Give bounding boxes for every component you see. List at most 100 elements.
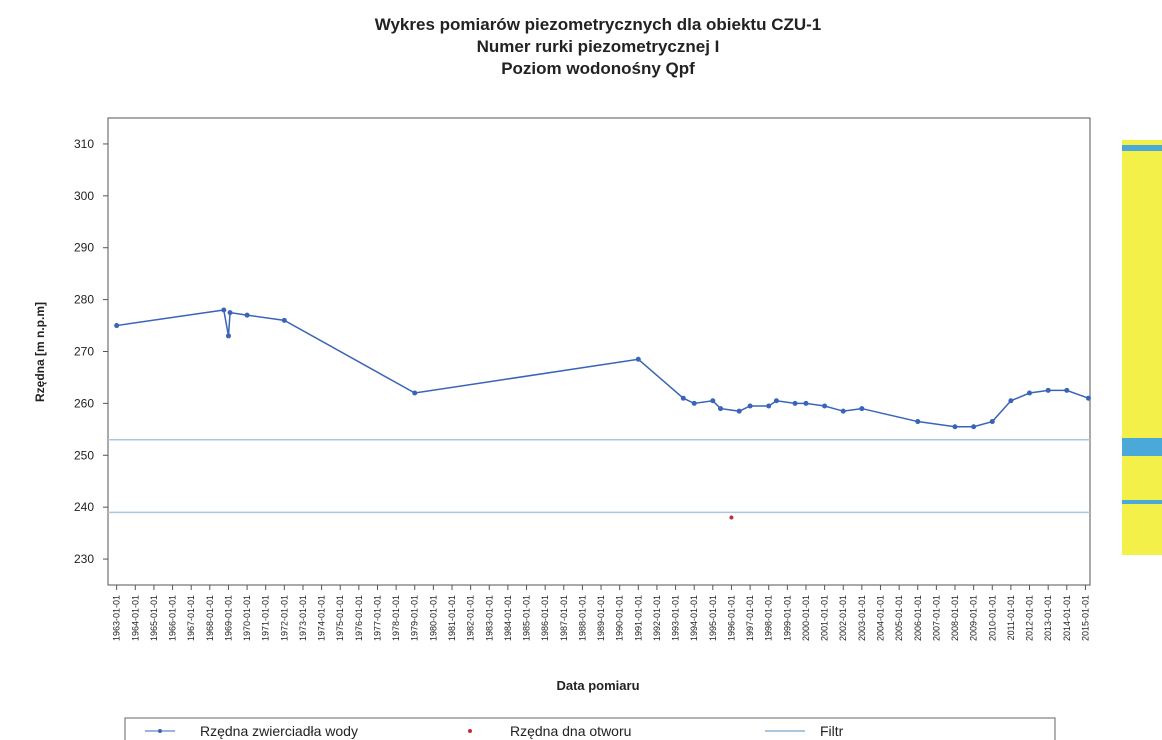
data-point (228, 310, 233, 315)
x-tick-label: 1980-01-01 (428, 595, 438, 641)
data-point (990, 419, 995, 424)
data-point (282, 318, 287, 323)
data-point (774, 398, 779, 403)
x-tick-label: 2015-01-01 (1080, 595, 1090, 641)
data-line (117, 310, 1089, 427)
x-tick-label: 2010-01-01 (987, 595, 997, 641)
x-tick-label: 1967-01-01 (186, 595, 196, 641)
x-tick-label: 1981-01-01 (447, 595, 457, 641)
plot-frame (108, 118, 1090, 585)
data-point (793, 401, 798, 406)
y-axis-label: Rzędna [m n.p.m] (33, 302, 47, 402)
x-tick-label: 1997-01-01 (745, 595, 755, 641)
x-tick-label: 2000-01-01 (801, 595, 811, 641)
x-tick-label: 1966-01-01 (168, 595, 178, 641)
x-tick-label: 1986-01-01 (540, 595, 550, 641)
data-point (859, 406, 864, 411)
data-point (114, 323, 119, 328)
data-point (412, 391, 417, 396)
x-tick-label: 2012-01-01 (1025, 595, 1035, 641)
data-point (952, 424, 957, 429)
y-tick-label: 260 (74, 396, 94, 410)
x-tick-label: 1994-01-01 (689, 595, 699, 641)
x-tick-label: 2007-01-01 (931, 595, 941, 641)
geology-layer (1122, 438, 1162, 456)
legend-label: Filtr (820, 723, 844, 739)
x-tick-label: 1995-01-01 (708, 595, 718, 641)
x-tick-label: 1973-01-01 (298, 595, 308, 641)
data-point (636, 357, 641, 362)
x-tick-label: 1984-01-01 (503, 595, 513, 641)
data-point (841, 409, 846, 414)
legend-label: Rzędna zwierciadła wody (200, 723, 358, 739)
data-point (803, 401, 808, 406)
x-tick-label: 1969-01-01 (223, 595, 233, 641)
data-point (766, 403, 771, 408)
chart-title: Numer rurki piezometrycznej I (477, 37, 720, 56)
x-tick-label: 1988-01-01 (577, 595, 587, 641)
x-tick-label: 2013-01-01 (1043, 595, 1053, 641)
data-point (692, 401, 697, 406)
x-tick-label: 1974-01-01 (317, 595, 327, 641)
x-tick-label: 1968-01-01 (205, 595, 215, 641)
y-tick-label: 310 (74, 137, 94, 151)
y-tick-label: 250 (74, 448, 94, 462)
y-tick-label: 270 (74, 345, 94, 359)
x-tick-label: 1987-01-01 (559, 595, 569, 641)
data-point (1008, 398, 1013, 403)
geology-layer (1122, 145, 1162, 151)
x-axis-label: Data pomiaru (556, 678, 639, 693)
x-tick-label: 1976-01-01 (354, 595, 364, 641)
x-tick-label: 2001-01-01 (820, 595, 830, 641)
x-tick-label: 1990-01-01 (615, 595, 625, 641)
x-tick-label: 2011-01-01 (1006, 595, 1016, 640)
x-tick-label: 1996-01-01 (726, 595, 736, 641)
x-tick-label: 1979-01-01 (410, 595, 420, 641)
data-point (226, 333, 231, 338)
y-tick-label: 280 (74, 293, 94, 307)
data-point (748, 403, 753, 408)
data-point (221, 307, 226, 312)
y-tick-label: 230 (74, 552, 94, 566)
x-tick-label: 1992-01-01 (652, 595, 662, 641)
x-tick-label: 1999-01-01 (782, 595, 792, 641)
x-tick-label: 1977-01-01 (373, 595, 383, 641)
data-point (737, 409, 742, 414)
data-point (681, 396, 686, 401)
x-tick-label: 1975-01-01 (335, 595, 345, 641)
y-tick-label: 300 (74, 189, 94, 203)
x-tick-label: 1970-01-01 (242, 595, 252, 641)
data-point (822, 403, 827, 408)
x-tick-label: 1983-01-01 (484, 595, 494, 641)
x-tick-label: 2004-01-01 (875, 595, 885, 641)
geology-column (1122, 140, 1162, 555)
x-tick-label: 1989-01-01 (596, 595, 606, 641)
x-tick-label: 2006-01-01 (913, 595, 923, 641)
legend-swatch (468, 729, 472, 733)
x-tick-label: 2005-01-01 (894, 595, 904, 641)
data-point (971, 424, 976, 429)
data-point (915, 419, 920, 424)
x-tick-label: 1964-01-01 (130, 595, 140, 641)
x-tick-label: 1965-01-01 (149, 595, 159, 641)
x-tick-label: 1963-01-01 (112, 595, 122, 641)
chart-title: Wykres pomiarów piezometrycznych dla obi… (375, 15, 822, 34)
x-tick-label: 1998-01-01 (764, 595, 774, 641)
x-tick-label: 2014-01-01 (1062, 595, 1072, 641)
x-tick-label: 1978-01-01 (391, 595, 401, 641)
x-tick-label: 1993-01-01 (671, 595, 681, 641)
data-point (245, 313, 250, 318)
x-tick-label: 2009-01-01 (969, 595, 979, 641)
x-tick-label: 1971-01-01 (261, 595, 271, 641)
x-tick-label: 1972-01-01 (279, 595, 289, 641)
legend-label: Rzędna dna otworu (510, 723, 631, 739)
y-tick-label: 290 (74, 241, 94, 255)
data-point (1046, 388, 1051, 393)
data-point (1027, 391, 1032, 396)
chart-title: Poziom wodonośny Qpf (501, 59, 695, 78)
x-tick-label: 2003-01-01 (857, 595, 867, 641)
chart: Wykres pomiarów piezometrycznych dla obi… (0, 0, 1162, 740)
data-point (729, 516, 733, 520)
geology-layer (1122, 500, 1162, 504)
x-tick-label: 2008-01-01 (950, 595, 960, 641)
